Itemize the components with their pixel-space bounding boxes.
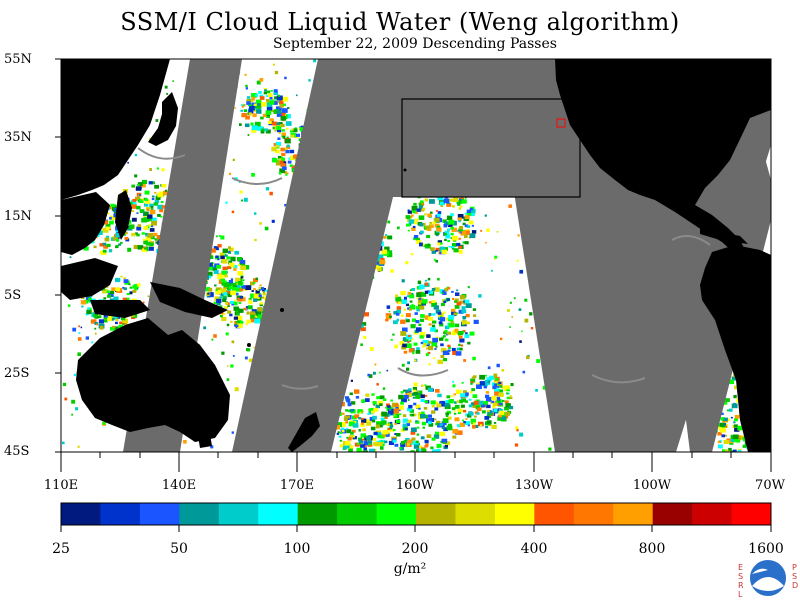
- colorbar-ticks: [60, 525, 772, 532]
- latitude-label-45s: 45S: [4, 444, 30, 459]
- japan-land: [148, 92, 178, 146]
- colorbar-frame: [60, 502, 772, 526]
- latitude-ticks: [55, 58, 61, 453]
- philippines-land: [115, 190, 132, 240]
- longitude-label-170e: 170E: [279, 478, 315, 493]
- colorbar-label-200: 200: [401, 541, 429, 557]
- colorbar-swatch: [100, 503, 141, 525]
- map-frame: [60, 58, 772, 453]
- new-zealand-land: [288, 412, 320, 452]
- caribbean-land: [700, 228, 748, 244]
- colorbar-swatch: [494, 503, 535, 525]
- longitude-label-160w: 160W: [395, 478, 435, 493]
- colorbar-swatch: [61, 503, 101, 525]
- colorbar-label-800: 800: [638, 541, 666, 557]
- longitude-label-110e: 110E: [43, 478, 79, 493]
- island-2: [280, 308, 284, 312]
- region-of-interest-box: [401, 98, 581, 198]
- tasmania-land: [198, 434, 212, 448]
- colorbar-swatch: [613, 503, 654, 525]
- longitude-label-100w: 100W: [632, 478, 672, 493]
- north-america-land: [555, 59, 771, 252]
- noaa-logo: [748, 558, 788, 598]
- longitude-label-130w: 130W: [514, 478, 554, 493]
- location-marker: [556, 118, 566, 128]
- island-hawaii: [403, 168, 407, 172]
- colorbar-swatch: [179, 503, 220, 525]
- swath-seams: [137, 147, 711, 390]
- colorbar-swatch: [731, 503, 772, 525]
- colorbar-label-1600: 1600: [748, 541, 784, 557]
- colorbar-swatch: [376, 503, 417, 525]
- map-title: SSM/I Cloud Liquid Water (Weng algorithm…: [120, 8, 680, 36]
- colorbar-label-25: 25: [52, 541, 70, 557]
- colorbar-swatch: [297, 503, 338, 525]
- new-guinea-land: [150, 282, 228, 318]
- indochina-land: [61, 192, 110, 255]
- latitude-label-55n: 55N: [4, 52, 32, 67]
- colorbar-swatch: [258, 503, 299, 525]
- colorbar-swatch: [416, 503, 456, 525]
- colorbar: [61, 503, 772, 525]
- swath-gap-3: [232, 59, 402, 452]
- map-subtitle: September 22, 2009 Descending Passes: [273, 36, 557, 52]
- map-panel: [61, 59, 771, 452]
- latitude-label-5s: 5S: [4, 288, 22, 303]
- colorbar-label-50: 50: [170, 541, 188, 557]
- latitude-label-35n: 35N: [4, 130, 32, 145]
- australia-land: [76, 318, 230, 442]
- borneo-land: [61, 258, 118, 300]
- colorbar-swatch: [455, 503, 496, 525]
- colorbar-swatch: [139, 503, 180, 525]
- island-1: [247, 343, 251, 347]
- colorbar-label-400: 400: [520, 541, 548, 557]
- longitude-ticks: [60, 452, 772, 472]
- latitude-label-25s: 25S: [4, 366, 30, 381]
- longitude-label-140e: 140E: [161, 478, 197, 493]
- asia-mainland-land: [61, 59, 170, 200]
- longitude-label-70w: 70W: [755, 478, 785, 493]
- swath-gap-4b: [437, 59, 480, 197]
- colorbar-swatch: [534, 503, 575, 525]
- latitude-label-15n: 15N: [4, 209, 32, 224]
- indonesia-land: [90, 300, 150, 318]
- colorbar-swatch: [337, 503, 378, 525]
- south-america-land: [700, 245, 771, 452]
- colorbar-swatch: [218, 503, 259, 525]
- land-masses: [61, 59, 771, 452]
- colorbar-swatch: [652, 503, 693, 525]
- colorbar-swatch: [692, 503, 733, 525]
- colorbar-unit-label: g/m²: [393, 561, 427, 577]
- colorbar-swatch: [573, 503, 614, 525]
- colorbar-label-100: 100: [283, 541, 311, 557]
